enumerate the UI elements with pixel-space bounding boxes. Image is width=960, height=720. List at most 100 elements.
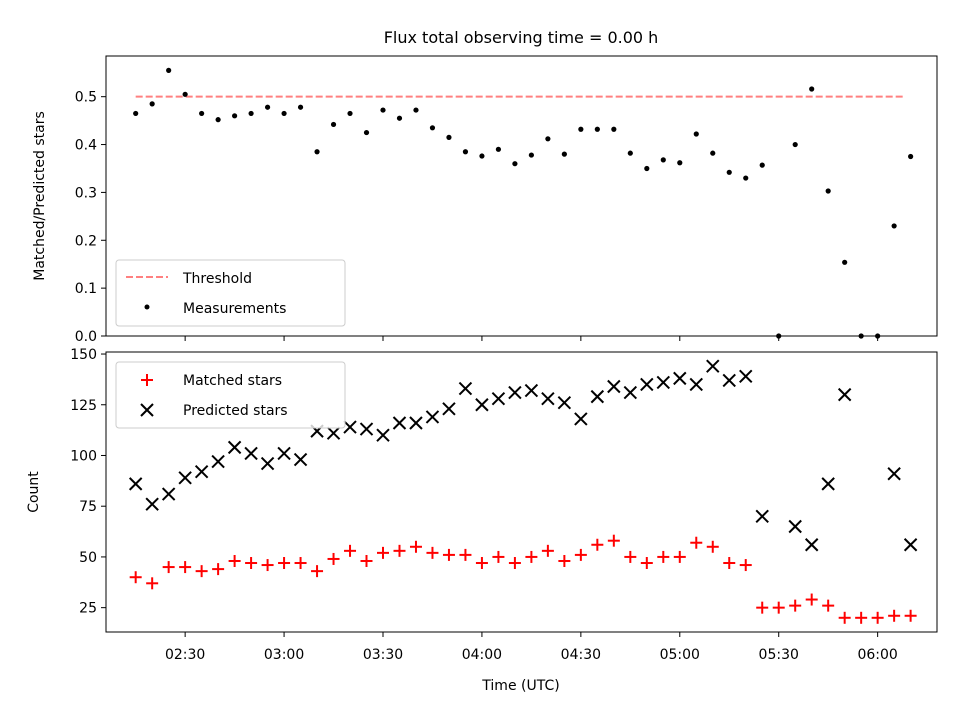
- measurement-point: [594, 126, 600, 132]
- y-tick-label: 0.1: [75, 281, 97, 297]
- predicted-legend-swatch: [140, 403, 154, 417]
- matched-stars-point: [278, 557, 291, 570]
- bottom-legend: Matched stars Predicted stars: [115, 361, 346, 429]
- top-y-axis-label: Matched/Predicted stars: [32, 111, 48, 281]
- measurement-point: [545, 136, 551, 142]
- predicted-stars-point: [211, 454, 225, 469]
- matched-stars-point: [261, 559, 274, 572]
- measurements-legend-label: Measurements: [183, 301, 286, 317]
- top-axes-frame: [105, 55, 938, 337]
- bottom-legend-box: [115, 361, 346, 429]
- matched-stars-point: [871, 611, 884, 624]
- measurement-point: [330, 121, 337, 128]
- matched-stars-point: [294, 557, 307, 570]
- predicted-stars-point: [903, 538, 918, 552]
- y-tick-label: 0.4: [75, 138, 97, 154]
- predicted-stars-point: [755, 509, 769, 524]
- matched-stars-point: [459, 548, 472, 561]
- measurement-point: [166, 67, 172, 73]
- bottom-x-ticks: 02:30 03:00 03:30 04:00 04:30 05:00 05:30 06:00: [165, 632, 898, 663]
- matched-stars-point: [558, 554, 571, 567]
- measurement-point: [891, 223, 897, 229]
- predicted-stars-point: [706, 359, 720, 373]
- measurement-point: [380, 107, 386, 113]
- measurement-point: [842, 259, 848, 265]
- x-tick-label: 03:00: [264, 647, 304, 663]
- matched-stars-point: [838, 611, 851, 624]
- matched-stars-point: [129, 571, 142, 584]
- matched-stars-point: [525, 550, 538, 563]
- matched-legend-swatch: [141, 374, 153, 386]
- matched-stars-point: [756, 601, 769, 614]
- measurement-point: [561, 151, 567, 157]
- top-y-ticks: 0.0 0.1 0.2 0.3 0.4 0.5: [75, 90, 106, 345]
- predicted-stars-point: [574, 412, 588, 426]
- predicted-stars-point: [491, 391, 506, 406]
- matched-stars-point: [475, 557, 488, 570]
- matched-stars-point: [541, 544, 554, 557]
- predicted-stars-point: [722, 373, 736, 388]
- predicted-stars-point: [508, 385, 522, 400]
- predicted-stars-point: [326, 426, 341, 440]
- predicted-stars-point: [689, 377, 703, 392]
- predicted-stars-point: [640, 377, 654, 392]
- measurement-point: [644, 165, 650, 172]
- measurement-point: [248, 110, 254, 117]
- measurement-point: [809, 86, 815, 92]
- predicted-stars-point: [145, 497, 159, 511]
- y-tick-label: 150: [70, 347, 97, 363]
- measurement-point: [710, 150, 716, 156]
- predicted-stars-point: [673, 371, 687, 386]
- bottom-y-ticks: 25 50 75 100 125 150: [70, 347, 106, 617]
- measurement-point: [908, 153, 914, 160]
- measurement-point: [578, 126, 584, 132]
- y-tick-label: 0.5: [75, 90, 97, 106]
- y-tick-label: 0.2: [75, 233, 97, 249]
- measurement-point: [858, 333, 864, 339]
- matched-stars-point: [228, 554, 241, 567]
- bottom-y-axis-label: Count: [26, 471, 42, 513]
- predicted-stars-point: [227, 440, 242, 455]
- predicted-stars-point: [260, 456, 275, 471]
- figure-title: Flux total observing time = 0.00 h: [384, 28, 659, 47]
- matched-stars-point: [162, 561, 175, 574]
- y-tick-label: 75: [79, 499, 97, 515]
- measurement-point: [693, 131, 699, 137]
- x-tick-label: 02:30: [165, 647, 205, 663]
- predicted-stars-point: [409, 416, 423, 430]
- bottom-axes-frame: [105, 351, 938, 633]
- y-tick-label: 50: [79, 550, 97, 566]
- y-tick-label: 0.0: [75, 329, 97, 345]
- matched-stars-point: [442, 548, 455, 561]
- measurement-point: [281, 110, 287, 117]
- y-tick-label: 125: [70, 398, 97, 414]
- measurement-point: [413, 107, 419, 113]
- measurement-point: [199, 110, 205, 117]
- predicted-stars-point: [623, 385, 638, 400]
- top-legend-box: [115, 259, 346, 327]
- matched-stars-point: [789, 599, 802, 612]
- threshold-legend-label: Threshold: [182, 271, 252, 287]
- matched-stars-point: [327, 552, 340, 565]
- matched-stars-point: [805, 593, 818, 606]
- predicted-stars-point: [244, 446, 258, 461]
- x-tick-label: 05:00: [660, 647, 700, 663]
- measurement-point: [363, 129, 370, 136]
- predicted-stars-point: [425, 410, 440, 424]
- x-tick-label: 05:30: [759, 647, 799, 663]
- matched-stars-point: [212, 563, 225, 576]
- predicted-stars-point: [194, 465, 209, 479]
- bottom-plot-area: [128, 359, 918, 624]
- measurement-point: [182, 91, 188, 97]
- measurement-point: [495, 146, 502, 152]
- measurement-point: [297, 104, 304, 110]
- predicted-legend-label: Predicted stars: [183, 403, 288, 419]
- matched-stars-point: [624, 550, 637, 563]
- predicted-stars-point: [541, 391, 555, 406]
- measurement-point: [776, 333, 782, 339]
- predicted-stars-point: [788, 519, 802, 534]
- predicted-stars-point: [590, 389, 605, 404]
- matched-stars-point: [311, 565, 324, 578]
- measurement-point: [446, 134, 452, 140]
